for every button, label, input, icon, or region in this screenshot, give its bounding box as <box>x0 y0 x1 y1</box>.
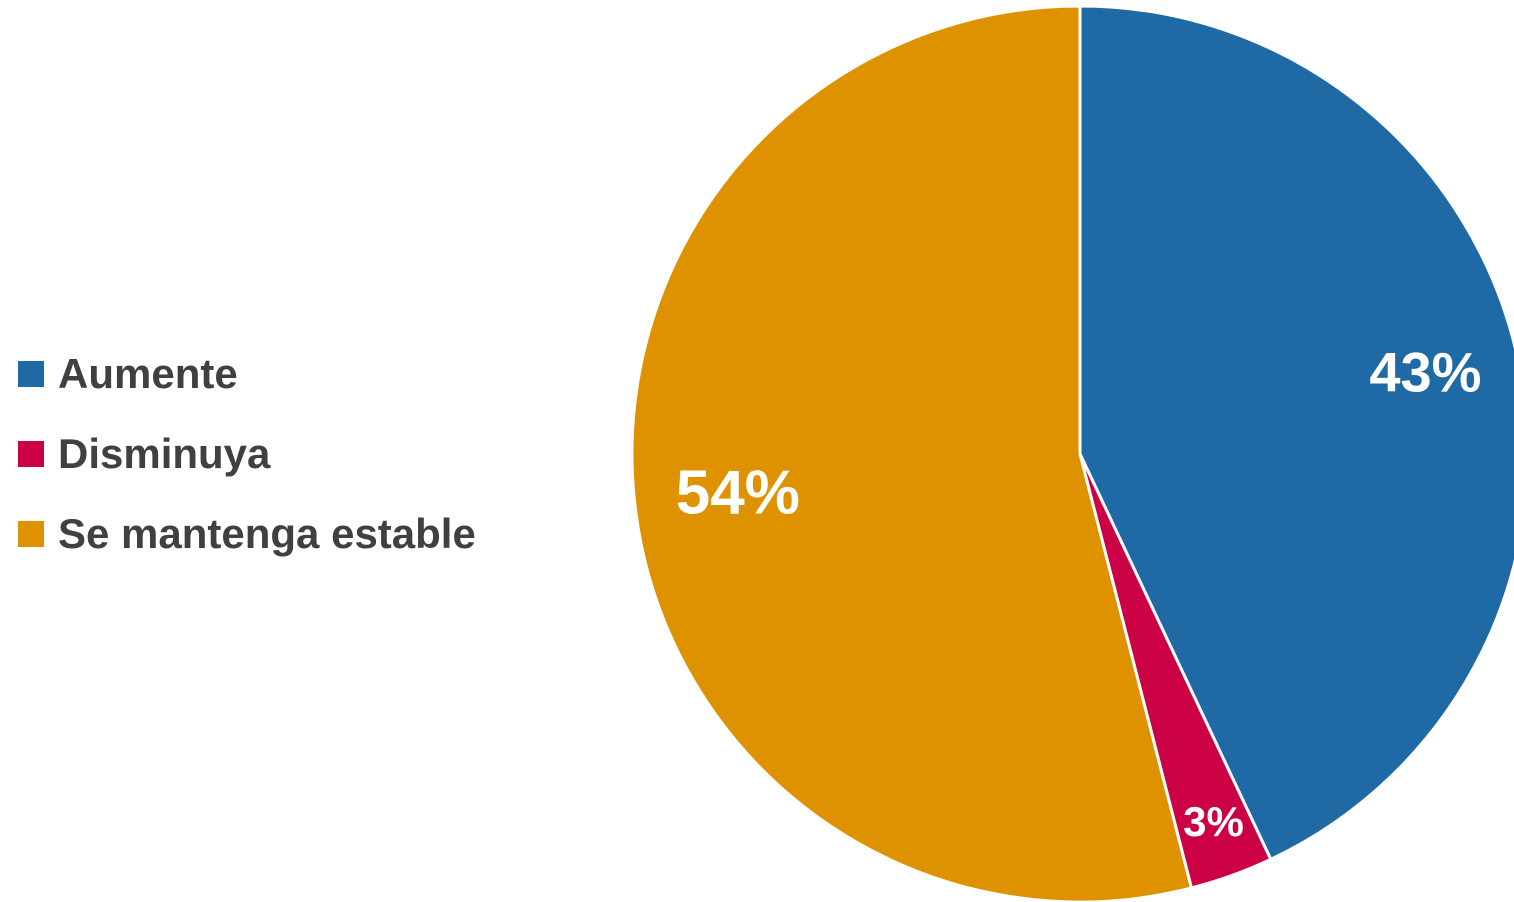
data-label-disminuya: 3% <box>1183 798 1244 845</box>
legend-swatch <box>18 361 44 387</box>
chart-legend: Aumente Disminuya Se mantenga estable <box>18 348 476 588</box>
legend-label: Disminuya <box>58 430 271 477</box>
legend-label: Aumente <box>58 350 238 397</box>
data-label-aumente: 43% <box>1369 341 1481 404</box>
legend-item-se-mantenga-estable: Se mantenga estable <box>18 508 476 560</box>
data-label-se-mantenga-estable: 54% <box>676 459 800 528</box>
pie-slice-se-mantenga-estable <box>630 4 1193 902</box>
legend-swatch <box>18 521 44 547</box>
legend-item-aumente: Aumente <box>18 348 476 400</box>
legend-label: Se mantenga estable <box>58 510 476 557</box>
legend-swatch <box>18 441 44 467</box>
legend-item-disminuya: Disminuya <box>18 428 476 480</box>
pie-slice-aumente <box>1078 4 1514 861</box>
